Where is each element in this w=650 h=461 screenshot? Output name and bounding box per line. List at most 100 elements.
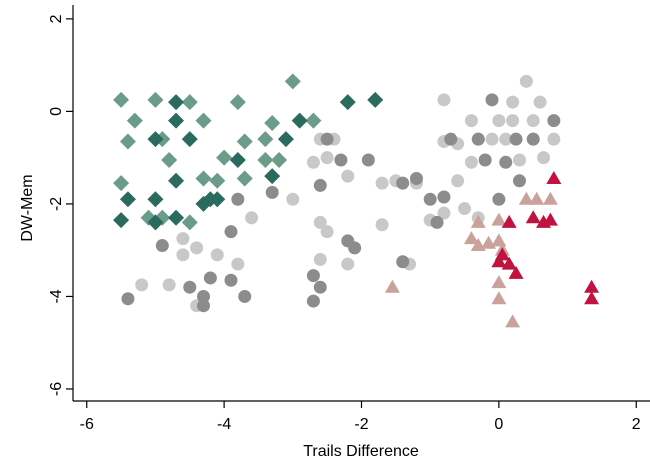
point bbox=[464, 155, 478, 169]
point bbox=[501, 214, 517, 228]
point bbox=[135, 278, 149, 292]
point bbox=[508, 265, 524, 279]
point bbox=[147, 91, 164, 108]
point bbox=[224, 225, 238, 239]
point bbox=[113, 212, 130, 229]
point bbox=[264, 114, 281, 131]
point bbox=[209, 191, 226, 208]
point bbox=[375, 218, 389, 232]
point bbox=[147, 131, 164, 148]
point bbox=[181, 94, 198, 111]
y-tick-label: 0 bbox=[48, 107, 65, 116]
point bbox=[526, 132, 540, 146]
point bbox=[348, 241, 362, 255]
point bbox=[257, 151, 274, 168]
point bbox=[334, 153, 348, 167]
point bbox=[492, 192, 506, 206]
point bbox=[236, 133, 253, 150]
point bbox=[463, 231, 479, 245]
point bbox=[155, 239, 169, 253]
point bbox=[147, 214, 164, 231]
point bbox=[306, 294, 320, 308]
point bbox=[533, 95, 547, 109]
y-tick-label: 2 bbox=[48, 14, 65, 23]
point bbox=[458, 202, 472, 216]
point bbox=[396, 255, 410, 269]
point bbox=[478, 153, 492, 167]
point bbox=[375, 176, 389, 190]
point bbox=[491, 254, 507, 268]
point bbox=[437, 93, 451, 107]
point bbox=[320, 151, 334, 165]
point bbox=[320, 132, 334, 146]
y-tick-label: -2 bbox=[48, 197, 65, 211]
point bbox=[485, 93, 499, 107]
point bbox=[512, 153, 526, 167]
point bbox=[547, 114, 561, 128]
point bbox=[367, 91, 384, 108]
point bbox=[471, 132, 485, 146]
point bbox=[529, 191, 545, 205]
point bbox=[547, 132, 561, 146]
point bbox=[168, 112, 185, 129]
point bbox=[525, 210, 541, 224]
point bbox=[119, 133, 136, 150]
point bbox=[506, 95, 520, 109]
point bbox=[176, 248, 190, 262]
point bbox=[271, 151, 288, 168]
point bbox=[195, 112, 212, 129]
point bbox=[119, 191, 136, 208]
x-tick-label: 2 bbox=[632, 416, 641, 433]
point bbox=[284, 73, 301, 90]
point bbox=[209, 172, 226, 189]
point bbox=[339, 94, 356, 111]
point bbox=[491, 275, 507, 289]
point bbox=[113, 175, 130, 192]
point bbox=[197, 299, 211, 313]
point bbox=[195, 170, 212, 187]
point bbox=[492, 114, 506, 128]
point bbox=[162, 278, 176, 292]
point bbox=[176, 232, 190, 246]
point bbox=[470, 214, 486, 228]
point bbox=[183, 280, 197, 294]
point bbox=[126, 112, 143, 129]
point bbox=[384, 279, 400, 293]
point bbox=[231, 192, 245, 206]
x-tick-label: -2 bbox=[354, 416, 368, 433]
point bbox=[265, 185, 279, 199]
point bbox=[501, 256, 517, 270]
point bbox=[499, 155, 513, 169]
x-axis-title: Trails Difference bbox=[303, 443, 419, 460]
point bbox=[224, 273, 238, 287]
point bbox=[409, 171, 423, 185]
point bbox=[277, 131, 294, 148]
point bbox=[238, 289, 252, 303]
point bbox=[542, 212, 558, 226]
point bbox=[499, 132, 513, 146]
point bbox=[181, 131, 198, 148]
point bbox=[181, 214, 198, 231]
point bbox=[464, 114, 478, 128]
point bbox=[121, 292, 135, 306]
point bbox=[491, 233, 507, 247]
point bbox=[491, 212, 507, 226]
point bbox=[437, 206, 451, 220]
point bbox=[291, 112, 308, 129]
y-axis-title: DW-Mem bbox=[19, 174, 36, 241]
y-tick-label: -4 bbox=[48, 289, 65, 303]
point bbox=[286, 192, 300, 206]
point bbox=[584, 291, 600, 305]
point bbox=[537, 151, 551, 165]
point bbox=[396, 176, 410, 190]
point bbox=[584, 279, 600, 293]
point bbox=[451, 174, 465, 188]
point bbox=[236, 170, 253, 187]
point bbox=[306, 155, 320, 169]
point bbox=[305, 112, 322, 129]
point bbox=[168, 94, 185, 111]
point bbox=[430, 215, 444, 229]
point bbox=[229, 94, 246, 111]
